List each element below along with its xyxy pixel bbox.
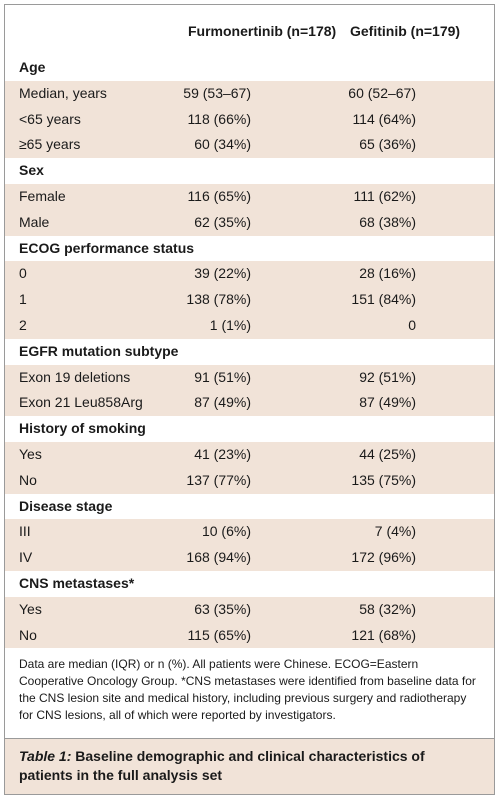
cell-furmonertinib: 91 (51%) (194, 368, 251, 385)
section-header-row: Age (5, 55, 494, 81)
table-header: Furmonertinib (n=178) Gefitinib (n=179) (5, 5, 494, 55)
table-row: Yes 41 (23%) 44 (25%) (5, 441, 494, 468)
section-label: History of smoking (19, 420, 146, 437)
cell-furmonertinib: 39 (22%) (194, 265, 251, 282)
cell-gefitinib: 68 (38%) (359, 213, 416, 230)
cell-gefitinib: 151 (84%) (351, 291, 416, 308)
cell-furmonertinib: 137 (77%) (186, 471, 251, 488)
cell-gefitinib: 114 (64%) (352, 110, 416, 127)
cell-gefitinib: 87 (49%) (359, 394, 416, 411)
table-row: Exon 21 Leu858Arg 87 (49%) 87 (49%) (5, 390, 494, 417)
row-label: Exon 21 Leu858Arg (19, 394, 143, 411)
section-header-row: Disease stage (5, 493, 494, 520)
row-label: 0 (19, 265, 27, 282)
row-label: Median, years (19, 84, 107, 101)
table-footnote: Data are median (IQR) or n (%). All pati… (5, 648, 494, 738)
cell-furmonertinib: 10 (6%) (201, 523, 251, 540)
section-label: CNS metastases* (19, 574, 135, 591)
cell-gefitinib: 44 (25%) (359, 445, 416, 462)
cell-gefitinib: 58 (32%) (359, 600, 416, 617)
table-panel: Furmonertinib (n=178) Gefitinib (n=179) … (4, 4, 495, 795)
table-row: Exon 19 deletions 91 (51%) 92 (51%) (5, 364, 494, 391)
row-label: Yes (19, 445, 42, 462)
cell-gefitinib: 121 (68%) (351, 626, 416, 643)
row-label: <65 years (19, 110, 81, 127)
section-header-row: EGFR mutation subtype (5, 338, 494, 365)
row-label: 1 (19, 291, 27, 308)
cell-gefitinib: 111 (62%) (353, 187, 416, 204)
table-row: No 137 (77%) 135 (75%) (5, 467, 494, 494)
table-number: Table 1: (19, 748, 72, 764)
section-label: Sex (19, 162, 44, 179)
cell-gefitinib: 28 (16%) (359, 265, 416, 282)
row-label: Yes (19, 600, 42, 617)
row-label: IV (19, 549, 33, 566)
column-header-gefitinib: Gefitinib (n=179) (350, 23, 461, 39)
table-caption: Table 1: Baseline demographic and clinic… (5, 738, 494, 794)
column-header-furmonertinib: Furmonertinib (n=178) (188, 23, 337, 39)
cell-furmonertinib: 118 (66%) (187, 110, 251, 127)
table-row: Yes 63 (35%) 58 (32%) (5, 596, 494, 623)
cell-gefitinib: 135 (75%) (351, 471, 416, 488)
row-label: Female (19, 187, 66, 204)
row-label: III (19, 523, 31, 540)
table-row: III 10 (6%) 7 (4%) (5, 519, 494, 546)
row-label: 2 (19, 316, 27, 333)
cell-furmonertinib: 168 (94%) (186, 549, 251, 566)
cell-furmonertinib: 87 (49%) (194, 394, 251, 411)
cell-furmonertinib: 41 (23%) (194, 445, 251, 462)
table-title: Baseline demographic and clinical charac… (19, 748, 425, 783)
section-header-row: ECOG performance status (5, 235, 494, 262)
table-row: 2 1 (1%) 0 (5, 312, 494, 339)
section-label: Disease stage (19, 497, 113, 514)
cell-furmonertinib: 60 (34%) (194, 136, 251, 153)
cell-furmonertinib: 115 (65%) (187, 626, 251, 643)
table-row: ≥65 years 60 (34%) 65 (36%) (5, 132, 494, 159)
section-label: ECOG performance status (19, 239, 195, 256)
cell-furmonertinib: 116 (65%) (187, 187, 251, 204)
section-header-row: History of smoking (5, 416, 494, 442)
cell-furmonertinib: 59 (53–67) (183, 84, 251, 101)
table-row: No 115 (65%) 121 (68%) (5, 622, 494, 649)
row-label: No (19, 471, 37, 488)
table-row: <65 years 118 (66%) 114 (64%) (5, 106, 494, 133)
cell-gefitinib: 172 (96%) (351, 549, 416, 566)
table-row: 1 138 (78%) 151 (84%) (5, 287, 494, 313)
section-header-row: CNS metastases* (5, 570, 494, 597)
cell-furmonertinib: 1 (1%) (209, 316, 251, 333)
row-label: No (19, 626, 37, 643)
table-row: IV 168 (94%) 172 (96%) (5, 545, 494, 571)
table-row: Median, years 59 (53–67) 60 (52–67) (5, 80, 494, 107)
cell-gefitinib: 7 (4%) (374, 523, 416, 540)
section-label: Age (19, 59, 46, 75)
table-row: Male 62 (35%) 68 (38%) (5, 209, 494, 236)
table-row: Female 116 (65%) 111 (62%) (5, 183, 494, 210)
cell-furmonertinib: 62 (35%) (194, 213, 251, 230)
cell-gefitinib: 0 (408, 316, 416, 333)
cell-furmonertinib: 63 (35%) (194, 600, 251, 617)
row-label: ≥65 years (19, 136, 81, 153)
cell-gefitinib: 60 (52–67) (348, 84, 416, 101)
cell-furmonertinib: 138 (78%) (186, 291, 251, 308)
row-label: Exon 19 deletions (19, 368, 131, 385)
row-label: Male (19, 213, 50, 230)
section-header-row: Sex (5, 158, 494, 184)
table-row: 0 39 (22%) 28 (16%) (5, 261, 494, 288)
table-body: Age Median, years 59 (53–67) 60 (52–67) <65 … (5, 55, 494, 649)
cell-gefitinib: 65 (36%) (359, 136, 416, 153)
section-label: EGFR mutation subtype (19, 342, 179, 359)
cell-gefitinib: 92 (51%) (359, 368, 416, 385)
